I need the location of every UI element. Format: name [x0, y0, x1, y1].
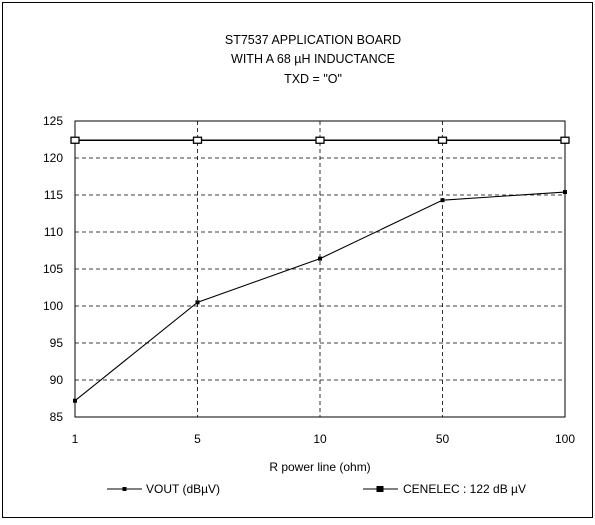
y-tick-label: 110 [44, 225, 63, 239]
x-axis-label: R power line (ohm) [269, 460, 370, 474]
legend: VOUT (dBµV) CENELEC : 122 dB µV [107, 482, 526, 496]
cenelec-point [560, 136, 570, 144]
y-tick-label: 120 [43, 151, 63, 165]
y-tick-label: 105 [43, 262, 63, 276]
y-tick-label: 85 [50, 410, 64, 424]
vout-point [318, 256, 322, 261]
series-layer [70, 136, 570, 403]
vout-point [73, 398, 77, 403]
grid-lines [75, 121, 565, 417]
y-tick-label: 95 [50, 336, 64, 350]
x-tick-label: 5 [194, 432, 201, 446]
y-tick-label: 90 [50, 373, 64, 387]
plot-area-frame [74, 120, 566, 418]
cenelec-point [315, 136, 325, 144]
x-tick-label: 100 [555, 432, 575, 446]
x-tick-label: 1 [72, 432, 79, 446]
y-tick-labels: 85 90 95 100 105 110 115 120 125 [43, 114, 63, 424]
legend-cenelec-label: CENELEC : 122 dB µV [403, 482, 526, 496]
chart-title-line-2: WITH A 68 µH INDUCTANCE [231, 52, 395, 66]
x-tick-label: 10 [313, 432, 327, 446]
vout-point [563, 190, 567, 195]
y-tick-label: 125 [43, 114, 63, 128]
legend-vout-label: VOUT (dBµV) [146, 482, 220, 496]
vout-point [195, 300, 200, 305]
cenelec-point [192, 136, 203, 144]
figure-border [2, 2, 593, 518]
x-tick-label: 50 [436, 432, 450, 446]
chart-title-line-1: ST7537 APPLICATION BOARD [225, 33, 401, 47]
cenelec-point [70, 136, 80, 144]
chart-title-line-3: TXD = "O" [284, 72, 342, 86]
legend-cenelec-marker [376, 486, 384, 492]
legend-vout-marker [122, 487, 127, 491]
vout-point [440, 198, 445, 203]
cenelec-point [437, 136, 448, 144]
y-tick-label: 115 [44, 188, 63, 202]
x-tick-labels: 1 5 10 50 100 [72, 432, 576, 446]
y-tick-label: 100 [43, 299, 63, 313]
